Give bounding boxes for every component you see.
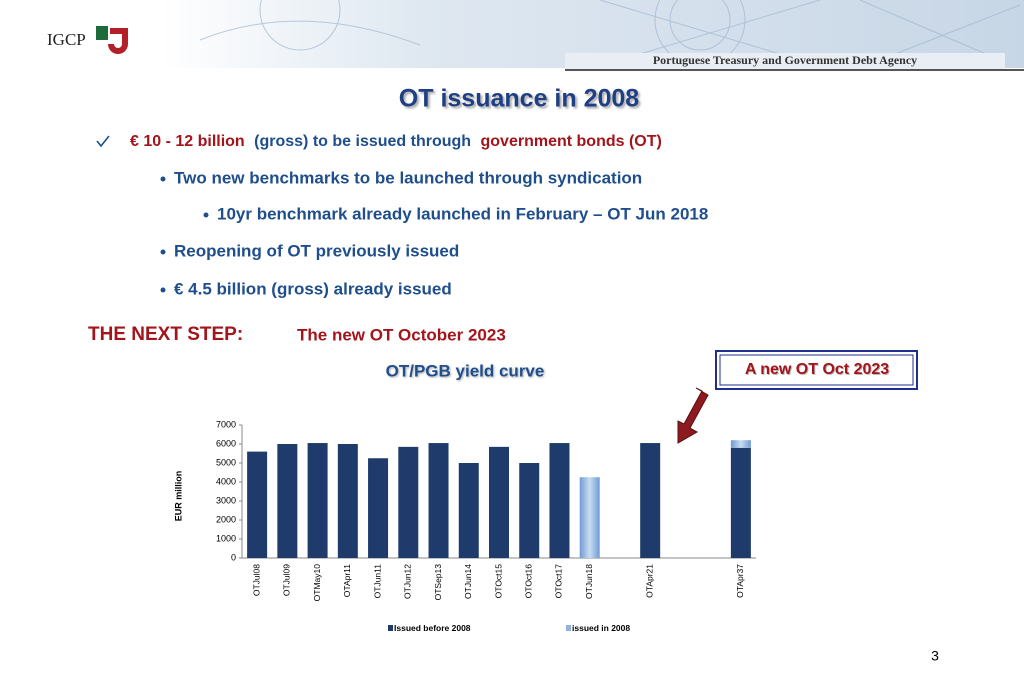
bar — [458, 463, 479, 558]
bar — [640, 443, 661, 558]
y-tick-label: 7000 — [216, 419, 236, 429]
banner-pattern — [199, 0, 1021, 66]
x-tick-label: OTSep13 — [433, 564, 443, 601]
x-tick-label: OTApr11 — [342, 564, 352, 597]
x-tick-label: OTJun18 — [584, 564, 594, 599]
chart: 0 1000 2000 3000 4000 5000 6000 7000 OTJul08 OTJu… — [216, 419, 756, 633]
callout-inner — [719, 354, 914, 386]
bar — [337, 444, 358, 558]
bullet — [203, 212, 209, 218]
y-axis-label: EUR million — [173, 471, 183, 522]
legend-swatch — [388, 625, 393, 631]
legend-label: issued in 2008 — [572, 623, 630, 633]
chart-title: OT/PGB yield curve — [386, 361, 545, 380]
text-run: € 10 - 12 billion — [130, 133, 245, 150]
bar — [489, 446, 509, 558]
next-step-text: The new OT October 2023 — [297, 325, 506, 344]
x-tick-label: OTJun11 — [372, 564, 382, 599]
y-tick-label: 6000 — [216, 438, 236, 448]
bar — [428, 443, 449, 558]
agency-strip — [565, 53, 1005, 69]
y-tick-label: 2000 — [216, 514, 236, 524]
bullet — [160, 176, 166, 182]
bullet-text: Reopening of OT previously issued — [174, 241, 459, 260]
x-tick-label: OTMay10 — [312, 564, 322, 602]
bar — [730, 440, 751, 448]
bar — [730, 447, 751, 558]
next-step-label: THE NEXT STEP: — [88, 324, 243, 345]
text-run: (gross) to be issued through — [254, 133, 471, 150]
bar — [549, 443, 570, 558]
x-tick-label: OTOct16 — [523, 564, 533, 599]
bar — [398, 446, 419, 558]
check-bullet — [96, 135, 110, 148]
page-number: 3 — [931, 648, 939, 664]
y-tick-label: 0 — [231, 552, 236, 562]
x-tick-label: OTJun12 — [403, 564, 413, 599]
bar — [247, 451, 268, 558]
check-line: € 10 - 12 billion (gross) to be issued t… — [130, 133, 662, 150]
bar — [368, 458, 389, 558]
x-tick-label: OTOct17 — [554, 564, 564, 599]
legend-label: Issued before 2008 — [394, 623, 471, 633]
y-tick-label: 1000 — [216, 533, 236, 543]
bar — [277, 444, 298, 558]
bullet-text: 10yr benchmark already launched in Febru… — [217, 204, 708, 223]
x-tick-label: OTApr21 — [644, 564, 654, 598]
callout-box — [715, 350, 918, 390]
x-tick-label: OTOct15 — [493, 564, 503, 599]
y-tick-label: 4000 — [216, 476, 236, 486]
agency-name: Portuguese Treasury and Government Debt … — [653, 53, 917, 67]
bullet — [160, 249, 166, 255]
bar — [519, 463, 540, 558]
x-tick-label: OTApr37 — [735, 564, 745, 598]
bar — [579, 477, 600, 558]
legend-swatch — [566, 625, 571, 631]
text-run: government bonds (OT) — [481, 133, 662, 150]
x-tick-label: OTJul09 — [282, 564, 292, 596]
bullet-text: € 4.5 billion (gross) already issued — [174, 279, 452, 298]
bar — [307, 443, 328, 558]
logo-mark — [96, 26, 128, 54]
logo-text: IGCP — [47, 30, 86, 49]
callout-arrow — [677, 387, 709, 444]
callout-text: A new OT Oct 2023 — [745, 361, 889, 378]
y-tick-label: 3000 — [216, 495, 236, 505]
x-tick-label: OTJun14 — [463, 564, 473, 599]
slide-title: OT issuance in 2008 — [399, 85, 639, 113]
bullet — [160, 287, 166, 293]
x-tick-label: OTJul08 — [251, 564, 261, 596]
y-tick-label: 5000 — [216, 457, 236, 467]
bullet-text: Two new benchmarks to be launched throug… — [174, 168, 642, 187]
